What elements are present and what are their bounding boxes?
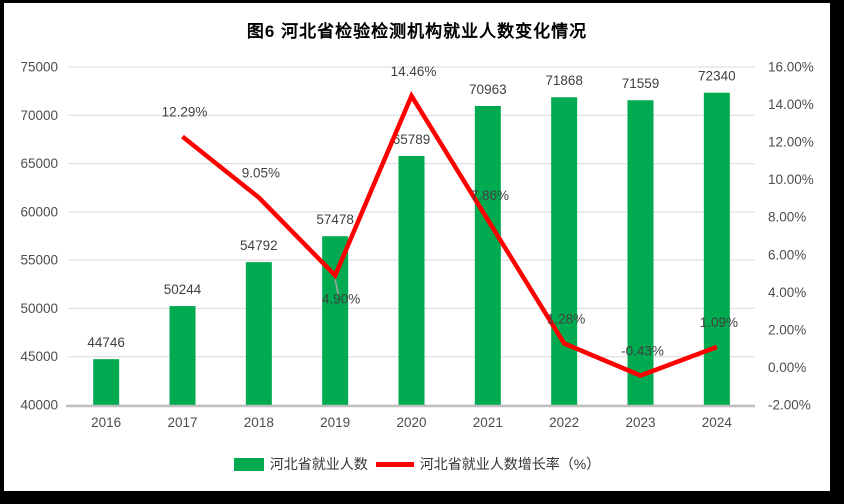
right-axis-tick-label: 12.00% <box>768 135 814 150</box>
bar-value-label: 71868 <box>545 73 583 88</box>
x-axis-label: 2022 <box>549 415 579 430</box>
bar-value-label: 54792 <box>240 238 278 253</box>
line-point-label: 1.28% <box>547 311 585 326</box>
x-axis-label: 2018 <box>244 415 274 430</box>
line-point-label: 1.09% <box>700 315 738 330</box>
bar-series-swatch <box>233 457 264 471</box>
line-point-label: 9.05% <box>242 166 280 181</box>
bar <box>398 155 425 405</box>
bar-value-label: 50244 <box>164 282 202 297</box>
left-axis-tick-label: 70000 <box>20 108 58 123</box>
x-axis-label: 2020 <box>396 415 426 430</box>
right-axis-tick-label: 6.00% <box>768 247 806 262</box>
bar <box>627 100 654 406</box>
line-point-label: -0.43% <box>621 344 664 359</box>
bar <box>703 92 730 406</box>
line-point-label: 4.90% <box>322 291 360 306</box>
left-axis-tick-label: 65000 <box>20 156 58 171</box>
bar <box>322 236 349 405</box>
chart-title: 图6 河北省检验检测机构就业人数变化情况 <box>246 22 588 41</box>
bar-value-label: 44746 <box>87 335 125 350</box>
line-series-swatch <box>375 461 414 467</box>
right-axis-tick-label: 4.00% <box>768 285 806 300</box>
x-axis-label: 2023 <box>625 415 655 430</box>
x-axis-label: 2017 <box>167 415 197 430</box>
bar-value-label: 70963 <box>469 82 507 97</box>
left-axis-tick-label: 55000 <box>20 253 58 268</box>
bar-value-label: 65789 <box>393 132 431 147</box>
right-axis-tick-label: 2.00% <box>768 322 806 337</box>
line-point-label: 7.86% <box>471 188 509 203</box>
bar <box>245 262 272 405</box>
x-axis-label: 2016 <box>91 415 121 430</box>
growth-line <box>181 91 718 378</box>
line-point-label: 14.46% <box>391 64 437 79</box>
right-axis-tick-label: 8.00% <box>768 210 806 225</box>
bar <box>474 105 501 405</box>
right-axis-tick-label: -2.00% <box>768 398 811 413</box>
line-point-label: 12.29% <box>162 105 208 120</box>
left-axis-tick-label: 60000 <box>20 204 58 219</box>
legend-label-bar: 河北省就业人数 <box>269 456 368 472</box>
label-leader-line <box>334 279 339 295</box>
x-axis-label: 2019 <box>320 415 350 430</box>
bar-value-label: 57478 <box>316 212 354 227</box>
left-axis-tick-label: 45000 <box>20 349 58 364</box>
bar-value-label: 72340 <box>698 69 736 84</box>
x-axis-label: 2024 <box>702 415 733 430</box>
left-axis-tick-label: 75000 <box>20 60 58 75</box>
legend: 河北省就业人数 河北省就业人数增长率（%） <box>4 452 830 476</box>
bar <box>93 359 120 405</box>
bar <box>169 306 196 405</box>
legend-item-line: 河北省就业人数增长率（%） <box>375 454 601 474</box>
right-axis-tick-label: 16.00% <box>768 60 814 75</box>
right-axis-tick-label: 14.00% <box>768 97 814 112</box>
bar <box>551 97 578 406</box>
left-axis-tick-label: 40000 <box>20 398 58 413</box>
bar-value-label: 71559 <box>622 76 660 91</box>
right-axis-tick-label: 0.00% <box>768 360 806 375</box>
x-axis-label: 2021 <box>473 415 503 430</box>
left-axis-tick-label: 50000 <box>20 301 58 316</box>
right-axis-tick-label: 10.00% <box>768 172 814 187</box>
legend-label-line: 河北省就业人数增长率（%） <box>419 456 601 472</box>
legend-item-bar: 河北省就业人数 <box>233 454 368 474</box>
